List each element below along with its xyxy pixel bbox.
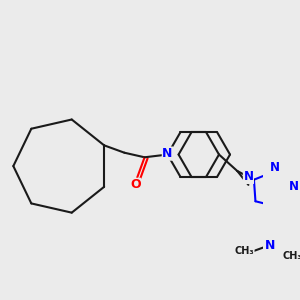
Text: CH₃: CH₃ bbox=[234, 246, 254, 256]
Text: N: N bbox=[243, 170, 254, 184]
Text: N: N bbox=[289, 180, 299, 193]
Text: N: N bbox=[162, 147, 173, 160]
Text: N: N bbox=[265, 238, 275, 252]
Text: CH₃: CH₃ bbox=[282, 251, 300, 261]
Text: N: N bbox=[270, 160, 280, 173]
Text: O: O bbox=[130, 178, 141, 191]
